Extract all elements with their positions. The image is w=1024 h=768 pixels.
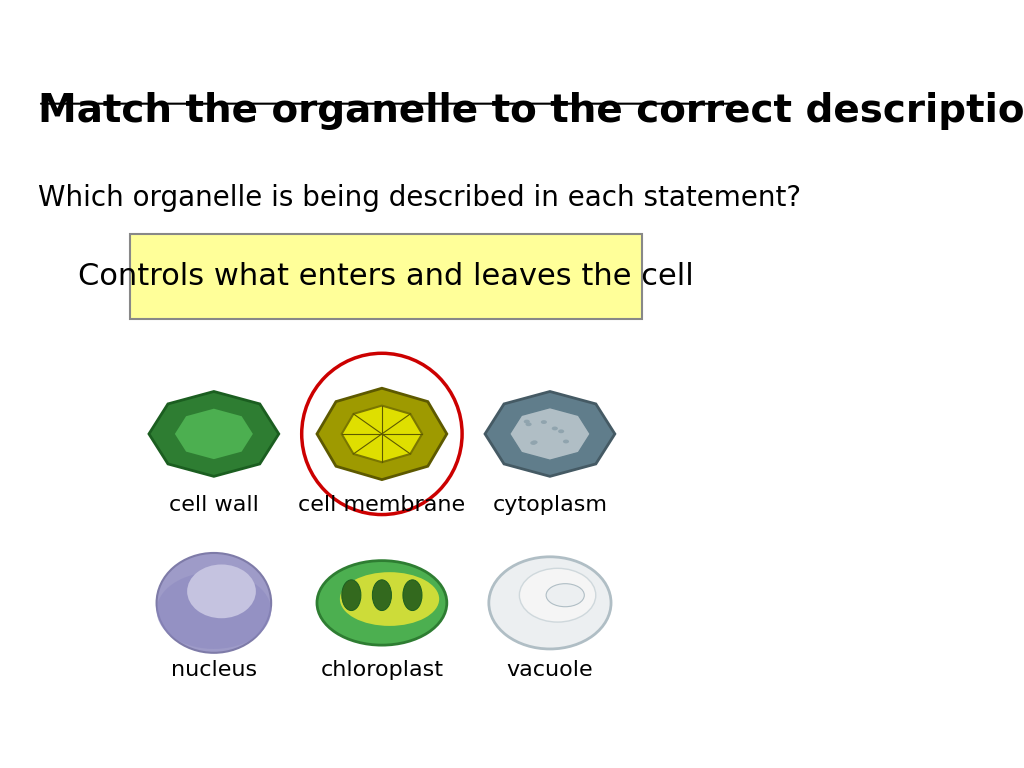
Text: Controls what enters and leaves the cell: Controls what enters and leaves the cell [78, 262, 693, 291]
Text: vacuole: vacuole [507, 660, 593, 680]
Text: chloroplast: chloroplast [321, 660, 443, 680]
Text: Match the organelle to the correct description: Match the organelle to the correct descr… [38, 92, 1024, 130]
Text: nucleus: nucleus [171, 660, 257, 680]
Polygon shape [317, 389, 446, 479]
Polygon shape [342, 406, 422, 462]
Ellipse shape [531, 440, 538, 444]
Ellipse shape [563, 439, 569, 443]
Ellipse shape [373, 580, 391, 611]
Text: cell membrane: cell membrane [298, 495, 466, 515]
Ellipse shape [519, 568, 596, 622]
Ellipse shape [157, 553, 271, 653]
Ellipse shape [157, 572, 271, 649]
FancyBboxPatch shape [130, 234, 642, 319]
Ellipse shape [552, 426, 558, 430]
Ellipse shape [402, 580, 422, 611]
Polygon shape [510, 408, 590, 460]
Text: cell wall: cell wall [169, 495, 259, 515]
Text: cytoplasm: cytoplasm [493, 495, 607, 515]
Text: Which organelle is being described in each statement?: Which organelle is being described in ea… [38, 184, 802, 212]
Ellipse shape [342, 580, 360, 611]
Ellipse shape [317, 561, 446, 645]
Polygon shape [148, 392, 279, 476]
Ellipse shape [558, 429, 564, 433]
Ellipse shape [523, 419, 529, 423]
Ellipse shape [488, 557, 611, 649]
Ellipse shape [546, 584, 585, 607]
Ellipse shape [541, 420, 547, 424]
Ellipse shape [340, 572, 439, 626]
Polygon shape [174, 408, 254, 460]
Ellipse shape [530, 441, 537, 445]
Polygon shape [485, 392, 614, 476]
Ellipse shape [525, 422, 531, 426]
Ellipse shape [187, 564, 256, 618]
